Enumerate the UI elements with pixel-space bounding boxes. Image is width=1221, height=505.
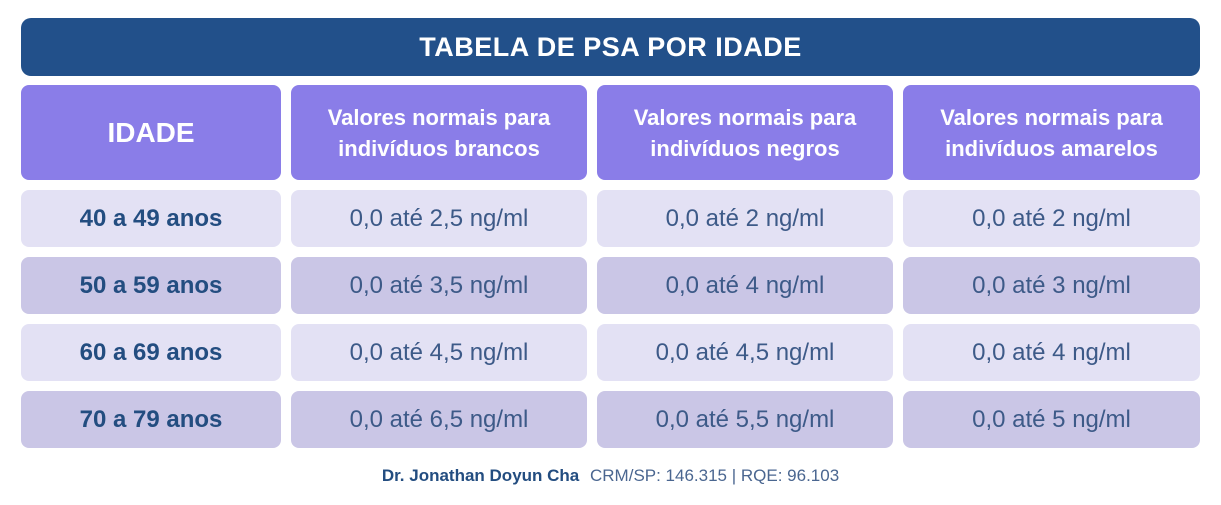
table-row-yellow: 0,0 até 4 ng/ml (903, 324, 1200, 381)
table-row-white: 0,0 até 2,5 ng/ml (291, 190, 587, 247)
footer-credit: Dr. Jonathan Doyun Cha CRM/SP: 146.315 |… (0, 466, 1221, 486)
table-row-white: 0,0 até 4,5 ng/ml (291, 324, 587, 381)
table-row-black: 0,0 até 4,5 ng/ml (597, 324, 893, 381)
table-row-yellow: 0,0 até 5 ng/ml (903, 391, 1200, 448)
table-row-white: 0,0 até 6,5 ng/ml (291, 391, 587, 448)
table-row-white: 0,0 até 3,5 ng/ml (291, 257, 587, 314)
table-row-black: 0,0 até 2 ng/ml (597, 190, 893, 247)
table-row-age: 40 a 49 anos (21, 190, 281, 247)
psa-table: IDADE Valores normais para indivíduos br… (21, 85, 1200, 448)
doctor-name: Dr. Jonathan Doyun Cha (381, 466, 580, 485)
table-row-yellow: 0,0 até 3 ng/ml (903, 257, 1200, 314)
header-black: Valores normais para indivíduos negros (597, 85, 893, 180)
header-yellow: Valores normais para indivíduos amarelos (903, 85, 1200, 180)
table-row-age: 50 a 59 anos (21, 257, 281, 314)
table-row-yellow: 0,0 até 2 ng/ml (903, 190, 1200, 247)
table-row-age: 70 a 79 anos (21, 391, 281, 448)
table-title: TABELA DE PSA POR IDADE (21, 18, 1200, 76)
doctor-credentials: CRM/SP: 146.315 | RQE: 96.103 (590, 466, 840, 485)
header-white: Valores normais para indivíduos brancos (291, 85, 587, 180)
table-row-black: 0,0 até 5,5 ng/ml (597, 391, 893, 448)
table-row-age: 60 a 69 anos (21, 324, 281, 381)
header-age: IDADE (21, 85, 281, 180)
table-row-black: 0,0 até 4 ng/ml (597, 257, 893, 314)
